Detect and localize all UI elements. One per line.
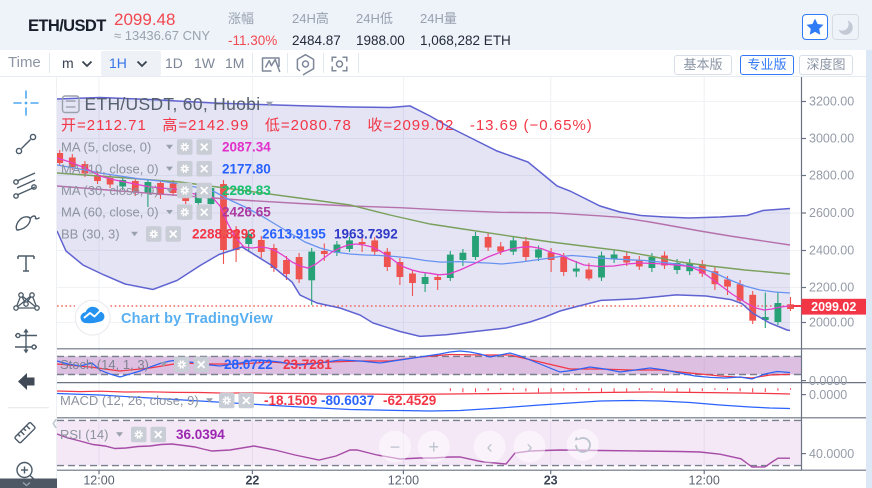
svg-text:-62.4529: -62.4529 — [383, 393, 436, 408]
svg-text:‹: ‹ — [487, 437, 493, 457]
svg-text:1963.7392: 1963.7392 — [334, 227, 398, 242]
svg-text:❮: ❮ — [51, 418, 57, 429]
svg-text:2426.65: 2426.65 — [222, 205, 271, 220]
svg-text:2200.00: 2200.00 — [809, 281, 854, 295]
svg-text:2400.00: 2400.00 — [809, 244, 854, 258]
svg-text:2099.02: 2099.02 — [811, 300, 856, 314]
svg-text:0.0000: 0.0000 — [809, 388, 847, 402]
svg-text:RSI (14): RSI (14) — [60, 427, 108, 442]
svg-text:ETH/USDT, 60, Huobi: ETH/USDT, 60, Huobi — [85, 94, 261, 114]
svg-text:12:00: 12:00 — [388, 474, 419, 488]
svg-text:-80.6037: -80.6037 — [321, 393, 374, 408]
svg-text:MA (30, close, 0): MA (30, close, 0) — [61, 183, 159, 198]
svg-text:+: + — [429, 437, 440, 457]
svg-text:23: 23 — [544, 474, 558, 488]
svg-text:Chart by TradingView: Chart by TradingView — [121, 311, 274, 327]
svg-text:-18.1509: -18.1509 — [264, 393, 317, 408]
svg-text:MA (60, close, 0): MA (60, close, 0) — [61, 205, 159, 220]
svg-text:40.0000: 40.0000 — [809, 447, 854, 461]
svg-text:MACD (12, 26, close, 9): MACD (12, 26, close, 9) — [60, 393, 199, 408]
svg-text:3200.00: 3200.00 — [809, 95, 854, 109]
svg-text:2000.00: 2000.00 — [809, 316, 854, 330]
svg-text:2800.00: 2800.00 — [809, 169, 854, 183]
svg-text:2087.34: 2087.34 — [222, 140, 271, 155]
svg-text:开=2112.71 高=2142.99 低=2080: 开=2112.71 高=2142.99 低=2080.78 收=2099.02 … — [61, 117, 593, 134]
svg-text:2288.8293: 2288.8293 — [192, 227, 256, 242]
svg-text:−: − — [390, 437, 401, 457]
svg-text:2613.9195: 2613.9195 — [262, 227, 326, 242]
svg-text:BB (30, 3): BB (30, 3) — [61, 227, 120, 242]
svg-text:23.7281: 23.7281 — [283, 357, 332, 372]
svg-text:2177.80: 2177.80 — [222, 161, 271, 176]
svg-text:0.0000: 0.0000 — [809, 374, 847, 388]
svg-text:36.0394: 36.0394 — [176, 427, 225, 442]
svg-text:MA (5, close, 0): MA (5, close, 0) — [61, 140, 151, 155]
svg-text:12:00: 12:00 — [689, 474, 720, 488]
svg-text:›: › — [527, 437, 533, 457]
svg-text:2600.00: 2600.00 — [809, 206, 854, 220]
svg-text:Stoch (14, 1, 3): Stoch (14, 1, 3) — [60, 357, 149, 372]
svg-text:3000.00: 3000.00 — [809, 132, 854, 146]
svg-text:MA (10, close, 0): MA (10, close, 0) — [61, 161, 159, 176]
svg-text:28.0722: 28.0722 — [224, 357, 273, 372]
svg-text:12:00: 12:00 — [83, 474, 114, 488]
svg-text:2288.83: 2288.83 — [222, 183, 271, 198]
svg-text:22: 22 — [245, 474, 259, 488]
